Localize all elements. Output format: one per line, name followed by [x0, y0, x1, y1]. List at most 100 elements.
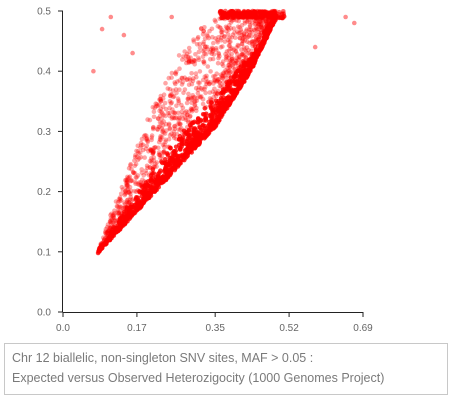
- data-point: [119, 184, 125, 190]
- data-point: [195, 120, 201, 125]
- data-point: [246, 57, 251, 63]
- data-point: [234, 29, 240, 34]
- data-point: [112, 208, 117, 213]
- data-point: [155, 173, 161, 179]
- data-point: [215, 39, 220, 45]
- data-point: [202, 86, 207, 92]
- data-point: [153, 101, 158, 106]
- data-point: [140, 147, 146, 153]
- data-point: [151, 158, 157, 163]
- data-point: [192, 94, 197, 100]
- data-point: [225, 26, 231, 31]
- data-point: [173, 70, 178, 76]
- data-point: [108, 212, 113, 218]
- data-point: [171, 115, 176, 121]
- data-point: [128, 194, 133, 200]
- data-point: [230, 15, 236, 20]
- data-point: [209, 45, 215, 51]
- data-point: [133, 152, 138, 158]
- data-point: [163, 80, 168, 86]
- data-point: [174, 136, 179, 142]
- data-point: [221, 95, 226, 100]
- data-point: [210, 49, 215, 54]
- data-point: [231, 92, 237, 98]
- data-point: [246, 47, 251, 53]
- data-point: [191, 37, 196, 42]
- data-point: [189, 81, 195, 87]
- data-point: [198, 137, 203, 142]
- data-point: [168, 92, 173, 97]
- data-point: [209, 51, 215, 57]
- data-point: [188, 58, 194, 64]
- data-point: [116, 226, 121, 232]
- data-point: [160, 128, 166, 133]
- data-point: [183, 147, 189, 152]
- data-point: [161, 119, 166, 124]
- data-point: [260, 15, 266, 20]
- data-point: [168, 93, 173, 99]
- data-point: [192, 145, 198, 151]
- data-point: [230, 62, 236, 68]
- data-point: [225, 66, 230, 71]
- data-point: [171, 132, 177, 137]
- data-point: [250, 14, 256, 20]
- data-point: [259, 25, 265, 31]
- outlier-point: [343, 14, 348, 20]
- data-point: [242, 54, 247, 59]
- data-point: [229, 51, 234, 57]
- data-point: [264, 20, 269, 25]
- data-point: [167, 132, 173, 138]
- data-point: [123, 188, 128, 194]
- data-point: [184, 77, 189, 83]
- data-point: [168, 146, 173, 151]
- data-point: [197, 124, 202, 130]
- data-point: [228, 69, 233, 75]
- data-point: [186, 45, 192, 51]
- data-point: [137, 202, 142, 208]
- data-point: [196, 80, 201, 85]
- data-point: [161, 149, 167, 155]
- data-point: [155, 103, 160, 109]
- data-point: [228, 39, 233, 45]
- data-point: [207, 96, 213, 101]
- data-point: [151, 155, 157, 160]
- data-point: [150, 148, 156, 153]
- data-point: [256, 37, 261, 43]
- data-point: [202, 51, 207, 56]
- data-point: [236, 54, 242, 59]
- data-point: [188, 139, 194, 145]
- data-point: [230, 59, 235, 64]
- data-point: [183, 152, 188, 157]
- data-point: [108, 220, 113, 226]
- data-point: [133, 181, 138, 186]
- data-point: [176, 110, 181, 116]
- data-point: [249, 34, 254, 39]
- data-point: [122, 202, 128, 207]
- data-point: [187, 58, 192, 64]
- data-point: [194, 74, 199, 80]
- data-point: [260, 19, 266, 25]
- data-point: [112, 211, 117, 216]
- data-point: [217, 83, 222, 89]
- data-point: [176, 100, 181, 105]
- data-point: [213, 79, 218, 84]
- data-point: [249, 48, 254, 54]
- data-point: [189, 95, 194, 101]
- data-point: [252, 9, 257, 15]
- data-point: [134, 196, 139, 201]
- data-point: [213, 120, 218, 125]
- data-point: [214, 91, 220, 97]
- data-point: [169, 75, 174, 80]
- data-point: [123, 190, 129, 196]
- data-point: [118, 211, 124, 217]
- data-point: [198, 26, 204, 31]
- data-point: [141, 199, 147, 204]
- data-point: [226, 68, 231, 74]
- data-point: [207, 90, 213, 95]
- data-point: [247, 27, 252, 32]
- data-point: [243, 28, 249, 34]
- data-point: [212, 17, 218, 23]
- data-point: [206, 122, 212, 127]
- data-point: [205, 33, 211, 39]
- data-point: [219, 32, 225, 38]
